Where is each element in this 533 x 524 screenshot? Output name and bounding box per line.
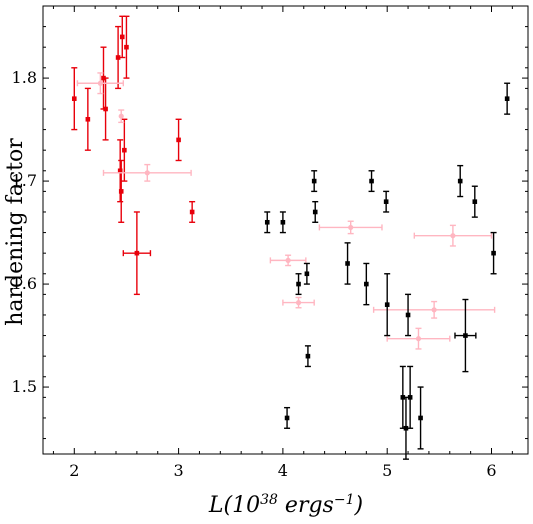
data-point: [71, 96, 77, 101]
axis-tick-labels: 2 3 4 5 6 1.5 1.6 1.7 1.8: [12, 68, 497, 480]
data-point: [119, 34, 125, 40]
data-point: [405, 312, 411, 318]
data-point: [400, 395, 406, 400]
data-point: [144, 170, 150, 176]
x-axis-title-exp1: 38: [260, 492, 278, 508]
data-point: [491, 250, 496, 256]
data-point: [504, 96, 510, 101]
data-point: [463, 333, 468, 338]
y-tick-label: 1.5: [12, 377, 37, 396]
x-axis-title-suffix: ): [353, 493, 363, 518]
data-point: [403, 425, 409, 431]
x-axis-title: L(1038 ergs−1): [208, 492, 363, 518]
data-point: [384, 302, 390, 307]
data-point: [118, 189, 124, 194]
data-point: [103, 106, 108, 112]
x-tick-label: 3: [173, 461, 183, 480]
data-point: [457, 178, 463, 184]
data-point: [431, 307, 437, 313]
data-point: [415, 336, 422, 342]
data-point: [176, 137, 181, 143]
data-point: [312, 209, 318, 215]
data-point: [407, 395, 413, 400]
data-points: [71, 15, 511, 460]
x-axis-title-prefix: L(10: [208, 493, 260, 518]
data-point: [295, 300, 302, 306]
axis-ticks: [43, 6, 528, 454]
data-point: [264, 219, 270, 225]
x-tick-label: 5: [382, 461, 392, 480]
x-tick-label: 2: [69, 461, 79, 480]
data-point: [450, 233, 456, 239]
data-point: [85, 116, 91, 122]
x-tick-label: 4: [278, 461, 288, 480]
data-point: [97, 80, 103, 86]
y-tick-label: 1.8: [12, 68, 37, 87]
data-point: [305, 353, 311, 359]
plot-frame: [42, 5, 529, 455]
data-point: [348, 224, 354, 231]
series-1: [76, 72, 496, 350]
data-point: [383, 199, 389, 204]
data-point: [311, 178, 317, 184]
data-point: [345, 261, 350, 266]
x-axis-title-exp2: −1: [334, 492, 355, 508]
y-tick-label: 1.6: [12, 274, 37, 293]
data-point: [472, 199, 478, 204]
data-point: [369, 178, 374, 184]
y-axis-title: hardening factor: [3, 138, 28, 326]
y-tick-label: 1.7: [12, 171, 37, 190]
data-point: [285, 257, 291, 263]
data-point: [418, 415, 423, 421]
data-point: [134, 250, 140, 256]
data-point: [280, 219, 286, 225]
data-point: [115, 55, 121, 60]
data-point: [122, 147, 127, 153]
data-point: [124, 44, 129, 50]
data-point: [284, 415, 290, 421]
data-point: [296, 281, 301, 287]
x-axis-title-mid: ergs: [278, 493, 334, 518]
data-point: [364, 281, 369, 287]
data-point: [304, 271, 310, 277]
x-tick-label: 6: [486, 461, 496, 480]
data-point: [117, 168, 123, 174]
data-point: [189, 209, 195, 215]
series-0: [71, 15, 196, 296]
data-point: [118, 113, 124, 119]
series-2: [264, 82, 511, 460]
